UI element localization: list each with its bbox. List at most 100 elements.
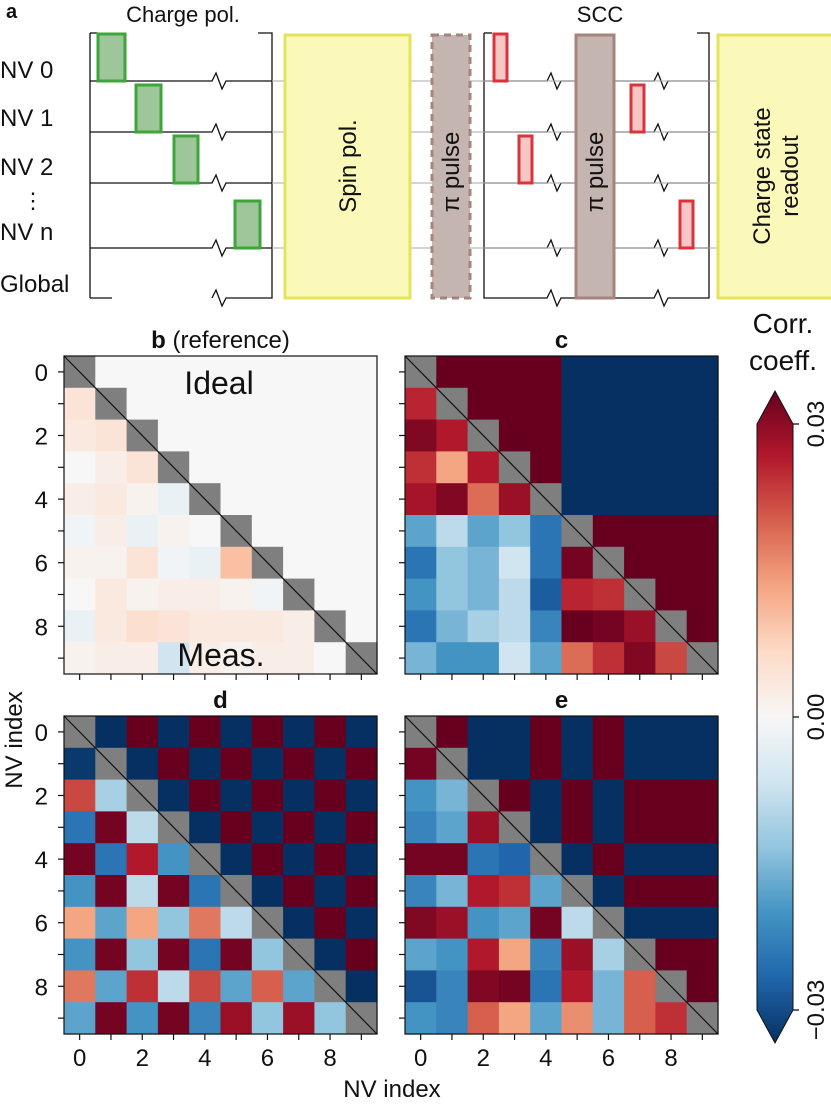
panel-a-label: a (6, 1, 18, 23)
heatmap-cell (64, 451, 96, 484)
heatmap-cell (561, 610, 594, 643)
heatmap-cell (686, 970, 719, 1003)
heatmap-cell (467, 451, 500, 484)
heatmap-cell (126, 546, 159, 580)
pi-pulse-box-2 (574, 33, 616, 300)
heatmap-cell (530, 610, 563, 643)
heatmap-cell (64, 843, 96, 876)
heatmap-cell (251, 970, 284, 1003)
heatmap-cell (467, 1002, 500, 1035)
heatmap-cell (498, 387, 531, 421)
heatmap-cell (436, 515, 469, 548)
spin-pol-box (283, 33, 412, 300)
heatmap-cell (189, 515, 222, 548)
heatmap-cell (530, 578, 563, 611)
heatmap-cell (436, 451, 469, 484)
heatmap-cell (655, 779, 688, 812)
heatmap-cell (592, 419, 625, 452)
heatmap-cell (220, 811, 253, 844)
scc-pulses (492, 32, 695, 250)
heatmap-cell (157, 515, 190, 548)
heatmap-cell (283, 875, 315, 908)
heatmap-cell (530, 811, 563, 844)
heatmap-cell (498, 419, 531, 452)
heatmap-cell (436, 779, 469, 812)
heatmap-cell (345, 610, 378, 643)
heatmap-cell (686, 451, 719, 484)
heatmap-cell (592, 970, 625, 1003)
heatmap-cell (467, 387, 500, 421)
readout-box (716, 33, 831, 300)
heatmap-cell (157, 610, 190, 643)
charge-pulse-nv1 (134, 83, 163, 134)
heatmap-cell (126, 356, 159, 389)
heatmap-cell (345, 811, 378, 844)
heatmap-cell (251, 356, 284, 389)
heatmap-cell (498, 938, 531, 971)
heatmap-cell (686, 906, 719, 940)
heatmap-cell (467, 906, 500, 940)
heatmap-cell (686, 811, 719, 844)
heatmap-cell (624, 387, 656, 421)
heatmap-cell (624, 906, 656, 940)
heatmap-cell (655, 716, 688, 749)
heatmap-cell (126, 387, 159, 421)
heatmap-cell (498, 875, 531, 908)
heatmap-cell (561, 938, 594, 971)
x-tick-label: 6 (261, 1045, 274, 1072)
heatmap-cell (251, 811, 284, 844)
x-tick-label: 6 (602, 1045, 615, 1072)
heatmap-cell (655, 843, 688, 876)
heatmap-cell (220, 578, 253, 611)
heatmap-cell (655, 811, 688, 844)
heatmap-cell (95, 906, 128, 940)
heatmap-cell (530, 387, 563, 421)
heatmap-cell (405, 642, 437, 675)
heatmap-cell (64, 483, 96, 516)
x-tick-label: 4 (539, 1045, 552, 1072)
panel-d-title: d (213, 687, 228, 714)
heatmap-cell (530, 970, 563, 1003)
heatmap-cell (530, 419, 563, 452)
heatmap-cell (251, 387, 284, 421)
heatmap-cell (157, 419, 190, 452)
heatmap-cell (189, 642, 222, 675)
heatmap-cell (686, 747, 719, 781)
heatmap-cell (498, 906, 531, 940)
heatmap-cell (345, 875, 378, 908)
heatmap-cell (530, 747, 563, 781)
diagonal-line (404, 715, 719, 1035)
heatmap-cell (436, 843, 469, 876)
row-label-nvn: NV n (0, 219, 53, 246)
scc-pulse-nv2 (517, 134, 534, 185)
heatmap-cell (686, 875, 719, 908)
heatmap-cell (251, 747, 284, 781)
heatmap-cell (530, 938, 563, 971)
heatmap-cell (251, 578, 284, 611)
heatmap-cell (624, 875, 656, 908)
heatmap-cell (405, 610, 437, 643)
heatmap-cell (95, 811, 128, 844)
heatmap-cell (189, 419, 222, 452)
heatmap-cell (405, 906, 437, 940)
heatmap-cell (530, 716, 563, 749)
diagonal-line (63, 355, 378, 675)
heatmap-d: d 0 0 2 2 4 4 6 6 8 8 (35, 687, 378, 1072)
x-tick-label: 4 (198, 1045, 211, 1072)
heatmap-cell (64, 938, 96, 971)
heatmap-cell (592, 843, 625, 876)
diagonal-line (404, 355, 719, 675)
panel-b-title: b (reference) (151, 327, 290, 354)
heatmap-cell (283, 843, 315, 876)
heatmap-cell (467, 546, 500, 580)
heatmap-cell (345, 843, 378, 876)
heatmap-cell (561, 546, 594, 580)
heatmap-cell (220, 387, 253, 421)
heatmap-cell (220, 451, 253, 484)
heatmap-cell (251, 610, 284, 643)
heatmap-cell (405, 578, 437, 611)
heatmap-cell (624, 1002, 656, 1035)
heatmap-cell (314, 387, 347, 421)
heatmap-cell (283, 419, 315, 452)
y-tick-label: 0 (35, 720, 48, 747)
